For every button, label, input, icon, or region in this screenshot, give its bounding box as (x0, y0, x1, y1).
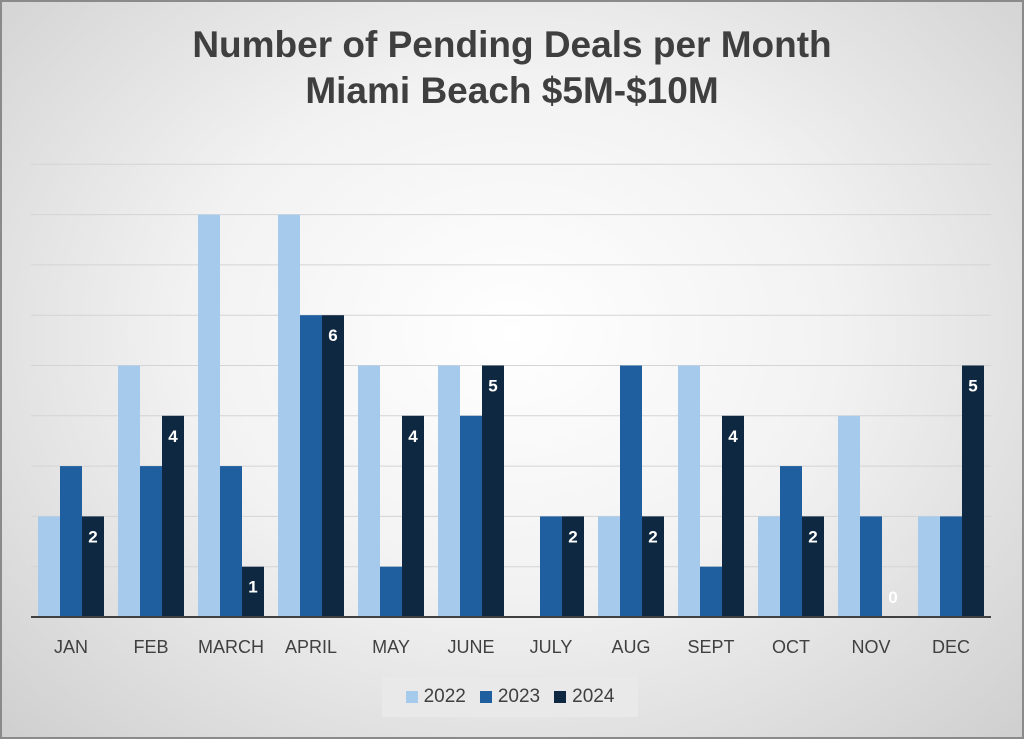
chart-title: Number of Pending Deals per Month Miami B… (0, 22, 1024, 114)
data-label: 1 (248, 578, 257, 597)
data-label: 0 (888, 588, 897, 607)
x-tick-label: APRIL (285, 637, 337, 657)
legend-swatch (479, 691, 492, 703)
legend-item-2024: 2024 (554, 686, 614, 708)
legend-item-2023: 2023 (479, 686, 541, 708)
bar-2023-FEB (140, 466, 162, 617)
bar-2024-MAY (402, 415, 424, 617)
bar-2022-JUNE (438, 365, 460, 617)
x-tick-label: AUG (611, 637, 650, 657)
bar-2022-SEPT (678, 365, 700, 617)
x-tick-label: FEB (133, 637, 168, 657)
data-label: 4 (408, 427, 418, 446)
legend-swatch (554, 691, 567, 703)
legend-label: 2022 (423, 686, 466, 707)
bar-2023-JULY (540, 516, 562, 617)
bar-2022-FEB (118, 365, 140, 617)
bar-2024-JUNE (482, 365, 504, 617)
bar-2022-APRIL (278, 214, 300, 617)
x-tick-label: SEPT (687, 637, 734, 657)
bar-2022-MARCH (198, 214, 220, 617)
legend-label: 2024 (572, 686, 615, 707)
legend: 2022 2023 2024 (382, 677, 638, 717)
x-tick-label: DEC (932, 637, 970, 657)
data-label: 4 (728, 427, 738, 446)
title-line-1: Number of Pending Deals per Month (192, 24, 832, 65)
bar-2023-APRIL (300, 315, 322, 617)
bar-2024-SEPT (722, 415, 744, 617)
bar-2022-OCT (758, 516, 780, 617)
x-tick-label: MAY (372, 637, 410, 657)
bar-2023-MAY (380, 566, 402, 617)
data-label: 6 (328, 326, 337, 345)
x-tick-label: OCT (772, 637, 810, 657)
bar-2024-MARCH (242, 566, 264, 617)
x-tick-label: MARCH (198, 637, 264, 657)
x-tick-label: NOV (851, 637, 890, 657)
legend-label: 2023 (497, 686, 541, 707)
bar-2023-DEC (940, 516, 962, 617)
data-label: 2 (808, 527, 817, 546)
bar-2022-MAY (358, 365, 380, 617)
bar-2024-DEC (962, 365, 984, 617)
x-tick-label: JAN (54, 637, 88, 657)
bar-2022-JAN (38, 516, 60, 617)
data-label: 5 (488, 377, 497, 396)
bar-2023-NOV (860, 516, 882, 617)
bar-2023-OCT (780, 466, 802, 617)
bar-2024-JAN (82, 516, 104, 617)
bar-2022-NOV (838, 415, 860, 617)
bar-2024-APRIL (322, 315, 344, 617)
bar-2024-JULY (562, 516, 584, 617)
data-label: 4 (168, 427, 178, 446)
x-tick-label: JUNE (447, 637, 494, 657)
bar-2022-DEC (918, 516, 940, 617)
legend-swatch (405, 691, 418, 703)
data-label: 2 (568, 527, 577, 546)
bar-2023-SEPT (700, 566, 722, 617)
bar-2023-JAN (60, 466, 82, 617)
bar-2023-JUNE (460, 415, 482, 617)
bar-2024-OCT (802, 516, 824, 617)
bar-2024-FEB (162, 415, 184, 617)
bar-2023-AUG (620, 365, 642, 617)
bar-2024-AUG (642, 516, 664, 617)
bar-2022-AUG (598, 516, 620, 617)
data-label: 2 (88, 527, 97, 546)
data-label: 5 (968, 377, 977, 396)
title-line-2: Miami Beach $5M-$10M (305, 70, 719, 111)
data-label: 2 (648, 527, 657, 546)
bar-2023-MARCH (220, 466, 242, 617)
legend-item-2022: 2022 (405, 686, 466, 708)
x-tick-label: JULY (530, 637, 573, 657)
